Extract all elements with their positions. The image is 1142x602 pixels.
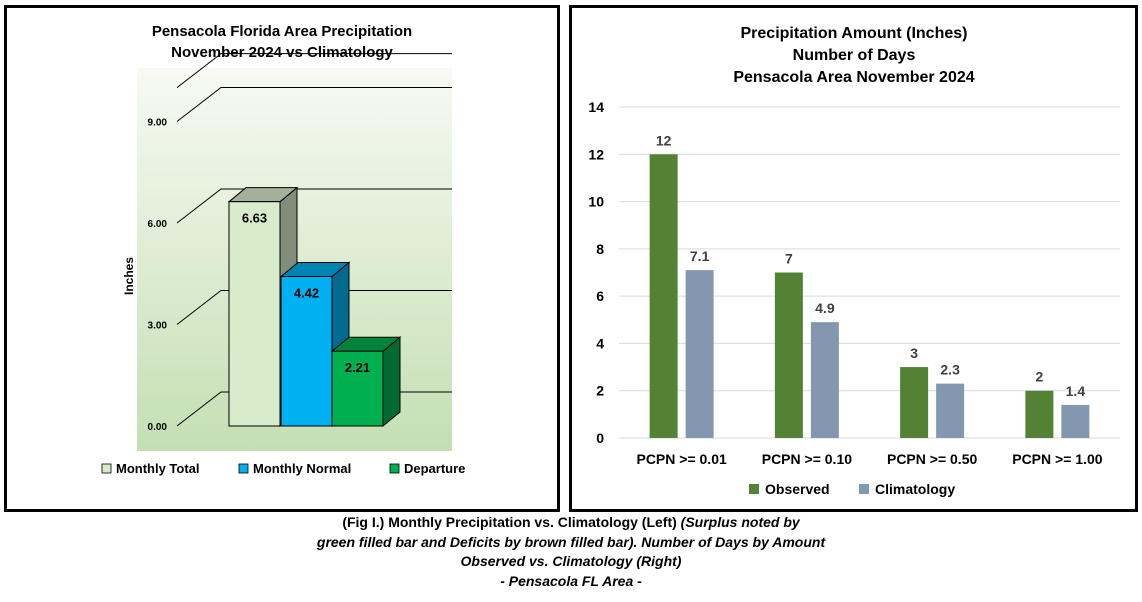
y-tick-labels: 0 2 4 6 8 10 12 14 <box>588 99 604 446</box>
bar <box>331 350 384 427</box>
y-axis-label: Inches <box>122 257 136 295</box>
caption-line-2: green filled bar and Deficits by brown f… <box>316 533 826 550</box>
y-tick-label: 4 <box>596 335 604 351</box>
bar <box>649 154 678 439</box>
y-tick-label: 14 <box>588 99 604 115</box>
chart-title: Pensacola Florida Area Precipitation <box>152 23 412 40</box>
caption-line-1-italic: (Surplus noted by <box>680 514 800 530</box>
bar <box>900 367 929 438</box>
x-tick-label: PCPN >= 0.50 <box>887 451 977 467</box>
legend: Monthly Total Monthly Normal Departure <box>101 461 465 476</box>
gridline <box>176 53 452 89</box>
chart-title-line-1: Precipitation Amount (Inches) <box>741 25 968 42</box>
caption-line-4: - Pensacola FL Area - <box>500 572 642 589</box>
legend-swatch <box>389 463 400 474</box>
x-tick-label: PCPN >= 0.01 <box>636 451 726 467</box>
caption-line-1: (Fig I.) Monthly Precipitation vs. Clima… <box>0 513 1142 533</box>
figure-caption: (Fig I.) Monthly Precipitation vs. Clima… <box>0 513 1142 591</box>
data-label: 1.4 <box>1066 383 1086 399</box>
right-chart-panel: Precipitation Amount (Inches) Number of … <box>569 5 1138 512</box>
y-tick-label: 0 <box>596 430 604 446</box>
bars: 6.63 4.42 2.21 <box>227 186 402 428</box>
data-label: 2.3 <box>940 362 960 378</box>
bar <box>685 270 714 438</box>
legend: Observed Climatology <box>749 481 955 497</box>
data-label: 6.63 <box>242 211 267 226</box>
legend-swatch <box>101 463 112 474</box>
chart-title-line-2: Number of Days <box>793 47 916 64</box>
bar <box>936 383 965 438</box>
left-chart: Pensacola Florida Area Precipitation Nov… <box>101 23 465 476</box>
y-tick-label: 9.00 <box>148 118 168 129</box>
bar <box>810 322 839 438</box>
legend-swatch <box>859 484 869 494</box>
chart-subtitle: November 2024 vs Climatology <box>171 44 393 61</box>
y-tick-label: 6.00 <box>148 219 168 230</box>
data-label: 2 <box>1035 369 1043 385</box>
legend-swatch <box>749 484 759 494</box>
data-label: 7 <box>785 251 793 267</box>
bar <box>280 275 333 427</box>
bar <box>228 201 281 427</box>
bars: 12 7.1 7 4.9 3 2.3 2 1.4 <box>649 132 1090 439</box>
data-label: 2.21 <box>345 360 370 375</box>
legend-label: Monthly Normal <box>253 461 351 476</box>
y-tick-label: 12 <box>588 146 604 162</box>
y-tick-label: 10 <box>588 194 604 210</box>
gridline <box>176 188 452 224</box>
x-tick-label: PCPN >= 0.10 <box>762 451 852 467</box>
x-tick-label: PCPN >= 1.00 <box>1012 451 1102 467</box>
data-label: 4.9 <box>815 300 835 316</box>
bar-side <box>382 336 401 428</box>
y-tick-label: 6 <box>596 288 604 304</box>
bar <box>1061 404 1090 438</box>
y-tick-label: 2 <box>596 383 604 399</box>
data-label: 3 <box>910 345 918 361</box>
data-label: 12 <box>656 132 672 148</box>
legend-label: Observed <box>765 481 830 497</box>
left-chart-panel: Pensacola Florida Area Precipitation Nov… <box>4 5 560 512</box>
bar <box>774 272 803 438</box>
legend-label: Departure <box>404 461 465 476</box>
data-label: 7.1 <box>690 248 710 264</box>
x-tick-labels: PCPN >= 0.01 PCPN >= 0.10 PCPN >= 0.50 PCPN… <box>636 451 1102 467</box>
bar <box>1025 390 1054 438</box>
legend-label: Monthly Total <box>116 461 200 476</box>
legend-label: Climatology <box>875 481 955 497</box>
y-tick-labels: 0.00 3.00 6.00 9.00 <box>148 118 168 434</box>
y-tick-label: 8 <box>596 241 604 257</box>
y-tick-label: 0.00 <box>148 422 168 433</box>
legend-swatch <box>238 463 249 474</box>
caption-line-3: Observed vs. Climatology (Right) <box>460 553 682 569</box>
y-tick-label: 3.00 <box>148 321 168 332</box>
gridline <box>176 290 452 325</box>
data-label: 4.42 <box>294 285 319 300</box>
chart-title-line-3: Pensacola Area November 2024 <box>733 69 974 86</box>
right-chart: Precipitation Amount (Inches) Number of … <box>588 25 1120 497</box>
caption-line-1-bold: (Fig I.) Monthly Precipitation vs. Clima… <box>342 514 677 530</box>
gridline <box>176 87 452 122</box>
